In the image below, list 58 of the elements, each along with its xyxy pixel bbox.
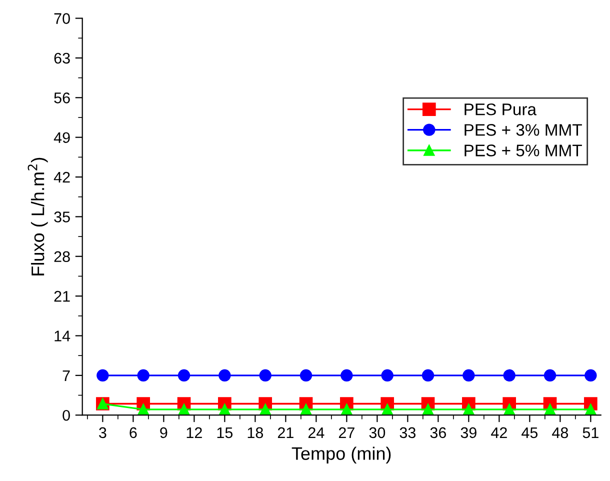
y-tick-label: 21 xyxy=(54,290,70,302)
x-tick-label: 27 xyxy=(338,427,354,438)
point xyxy=(462,369,475,382)
y-tick-label: 7 xyxy=(62,370,70,381)
point xyxy=(382,404,393,415)
x-tick-label: 18 xyxy=(248,427,264,438)
x-tick-label: 9 xyxy=(160,427,168,438)
y-tick-label: 42 xyxy=(54,172,70,183)
point xyxy=(504,404,515,415)
x-tick-label: 21 xyxy=(278,427,294,438)
point xyxy=(218,369,231,382)
x-tick-label: 42 xyxy=(491,427,507,438)
point xyxy=(138,404,149,415)
point xyxy=(340,369,353,382)
y-axis-title: Fluxo ( L/h.m$^{2}$) xyxy=(28,158,48,276)
point xyxy=(178,369,190,382)
y-tick-label: 0 xyxy=(62,410,70,421)
x-tick-label: 6 xyxy=(130,427,137,438)
y-tick-label: 14 xyxy=(54,330,70,342)
point xyxy=(260,404,271,415)
point xyxy=(259,369,272,382)
x-tick-label: 3 xyxy=(99,427,106,438)
point xyxy=(381,369,394,382)
y-tick-label: 49 xyxy=(54,132,70,144)
point xyxy=(544,404,556,415)
x-tick-label: 15 xyxy=(217,427,233,438)
point xyxy=(463,404,474,415)
y-tick-label: 35 xyxy=(54,212,70,222)
legend-label: PES + 5% MMT xyxy=(464,144,582,156)
x-tick-label: 45 xyxy=(522,427,538,438)
x-tick-label: 12 xyxy=(186,427,202,438)
x-tick-label: 24 xyxy=(308,427,324,438)
point xyxy=(219,404,230,415)
point xyxy=(584,369,597,382)
point xyxy=(422,369,434,382)
point xyxy=(137,369,150,382)
x-axis-title: Tempo (min) xyxy=(292,446,391,464)
legend-label: PES Pura xyxy=(464,103,537,116)
x-tick-label: 36 xyxy=(430,427,446,438)
y-tick-label: 28 xyxy=(54,251,70,262)
x-tick-label: 39 xyxy=(460,427,476,438)
point xyxy=(178,404,190,415)
point xyxy=(422,404,434,415)
point xyxy=(544,369,556,382)
y-tick-label: 63 xyxy=(54,52,70,64)
point xyxy=(96,369,109,382)
point xyxy=(300,404,312,415)
point xyxy=(503,369,516,382)
point xyxy=(300,369,312,382)
y-tick-label: 70 xyxy=(54,13,70,24)
legend-label: PES + 3% MMT xyxy=(464,124,582,136)
x-tick-label: 51 xyxy=(582,427,598,438)
y-tick-label: 56 xyxy=(54,92,70,104)
x-tick-label: 30 xyxy=(369,427,386,438)
x-tick-label: 48 xyxy=(552,427,568,438)
point xyxy=(585,404,596,415)
point xyxy=(341,404,352,415)
x-tick-label: 33 xyxy=(400,427,416,438)
